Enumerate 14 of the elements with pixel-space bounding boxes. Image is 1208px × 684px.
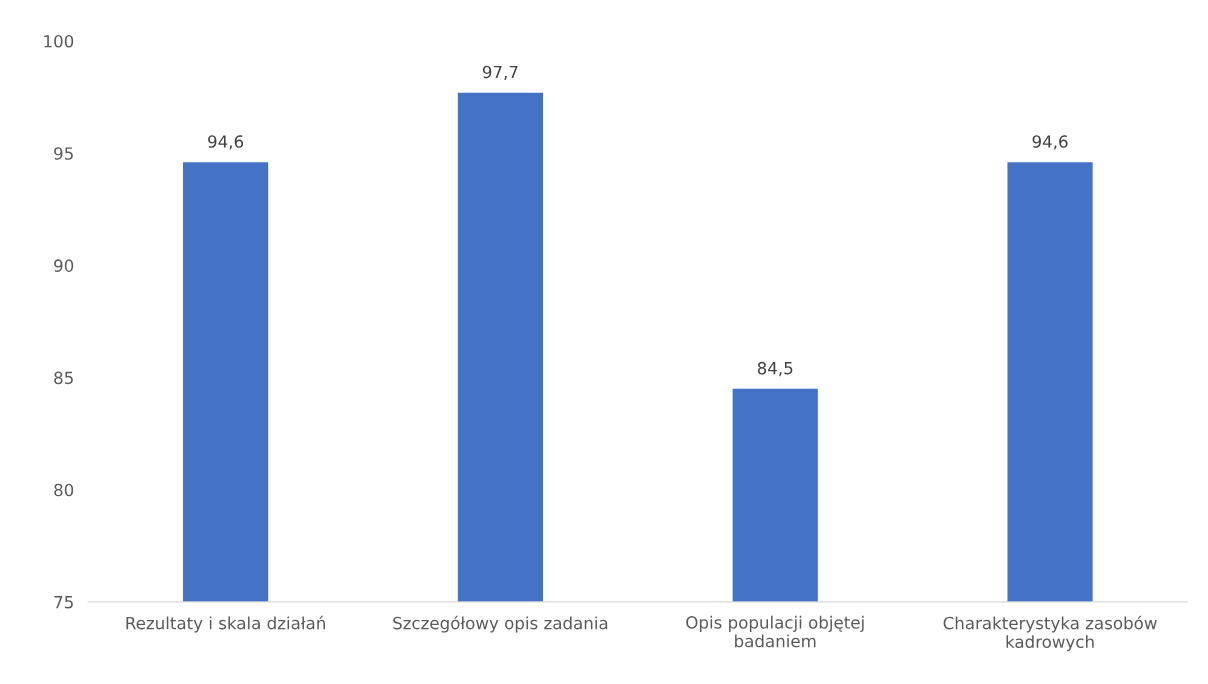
x-tick-label: Charakterystyka zasobów kadrowych <box>943 615 1157 652</box>
data-label: 84,5 <box>757 361 793 377</box>
data-label: 94,6 <box>208 135 244 150</box>
x-tick-label: Rezultaty i skala działań <box>126 615 325 633</box>
y-tick-label: 75 <box>54 596 73 609</box>
data-label: 97,7 <box>482 65 518 80</box>
y-tick-label: 85 <box>54 371 73 385</box>
y-tick-label: 90 <box>54 259 74 272</box>
y-tick-label: 95 <box>54 147 73 160</box>
data-label: 94,6 <box>1032 135 1068 150</box>
x-tick-label: Szczegółowy opis zadania <box>393 615 608 633</box>
y-tick-label: 100 <box>44 35 74 48</box>
y-tick-label: 80 <box>54 483 74 497</box>
x-tick-label: Opis populacji objętej badaniem <box>686 615 864 648</box>
